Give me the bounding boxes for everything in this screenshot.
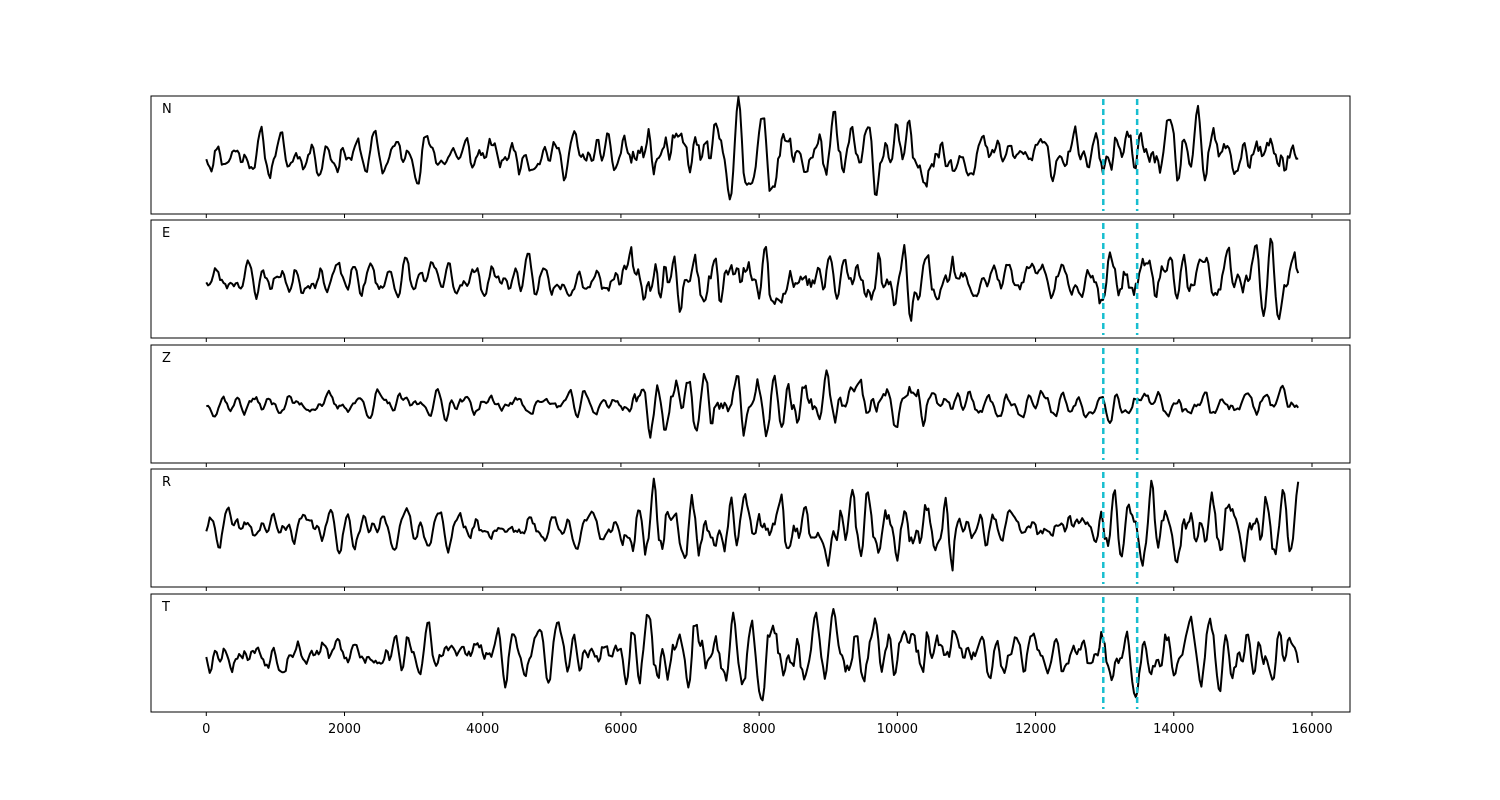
panel-z: Z bbox=[150, 344, 1351, 467]
panel-t: T bbox=[150, 593, 1351, 716]
x-tick-label: 6000 bbox=[604, 722, 637, 737]
channel-label: N bbox=[162, 102, 172, 117]
panel-frame bbox=[150, 95, 1351, 215]
x-tick-label: 8000 bbox=[743, 722, 776, 737]
trace-n bbox=[205, 96, 1299, 201]
trace-t bbox=[205, 608, 1300, 702]
x-tick-label: 14000 bbox=[1153, 722, 1194, 737]
panel-r: R bbox=[150, 468, 1351, 591]
x-tick-label: 0 bbox=[202, 722, 210, 737]
panel-e: E bbox=[150, 219, 1351, 342]
panel-n: N bbox=[150, 95, 1351, 218]
channel-panels: N E Z R T bbox=[150, 95, 1351, 716]
panel-frame bbox=[150, 468, 1351, 588]
x-tick-label: 10000 bbox=[877, 722, 918, 737]
panel-frame bbox=[150, 344, 1351, 464]
panel-frame bbox=[150, 219, 1351, 339]
x-tick-label: 12000 bbox=[1015, 722, 1056, 737]
panel-frame bbox=[150, 593, 1351, 713]
trace-e bbox=[205, 237, 1300, 322]
x-tick-label: 2000 bbox=[328, 722, 361, 737]
channel-label: Z bbox=[162, 351, 171, 366]
trace-r bbox=[205, 477, 1300, 572]
channel-label: E bbox=[162, 226, 170, 241]
channel-label: R bbox=[162, 475, 171, 490]
x-tick-label: 4000 bbox=[466, 722, 499, 737]
channel-label: T bbox=[161, 600, 170, 615]
x-tick-label: 16000 bbox=[1291, 722, 1332, 737]
x-axis: 0 2000 4000 6000 8000 10000 12000 14000 16000 bbox=[202, 722, 1333, 737]
trace-z bbox=[206, 369, 1299, 439]
